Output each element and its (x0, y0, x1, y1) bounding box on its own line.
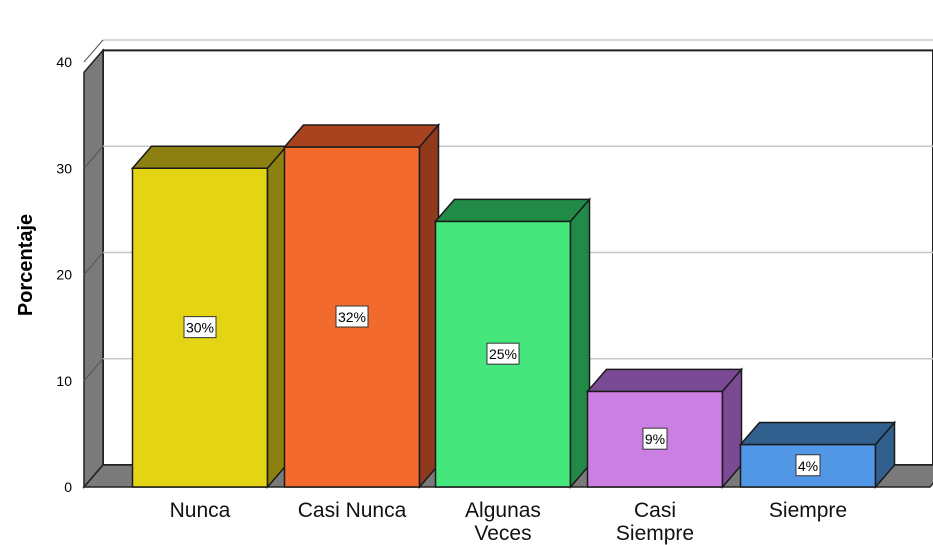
data-label-box (335, 305, 369, 328)
bar-top (585, 368, 744, 393)
data-label-2: 32% (335, 305, 369, 328)
gridline-side (83, 358, 104, 382)
data-label-3: 25% (486, 342, 520, 365)
y-tick-label: 20 (56, 267, 72, 283)
data-label-text: 32% (338, 309, 366, 325)
gridline-side (83, 145, 104, 169)
data-label-box (183, 316, 217, 339)
data-label-text: 9% (645, 431, 665, 447)
bar-side (569, 197, 591, 490)
y-tick-label: 30 (56, 160, 72, 176)
bar-top (130, 145, 289, 169)
x-category-label: Nunca (170, 499, 231, 522)
gridline-side (83, 252, 104, 275)
data-label-box (642, 427, 668, 450)
bar-top (433, 198, 592, 223)
x-category-label: Casi Nunca (298, 499, 407, 522)
y-tick-label: 10 (56, 373, 72, 389)
data-label-1: 30% (183, 316, 217, 339)
y-axis-title: Porcentaje (15, 214, 37, 316)
y-tick-label: 0 (64, 479, 72, 495)
chart-data-labels: 30% 32% 25% 9% 4% (183, 305, 821, 477)
data-label-box (795, 454, 821, 477)
x-category-label: Casi (634, 499, 676, 522)
bar-side (874, 420, 896, 490)
data-label-5: 4% (795, 454, 821, 477)
x-category-label: Veces (474, 522, 531, 545)
bar-top (738, 421, 897, 446)
x-axis-categories: Nunca Casi Nunca AlgunasVecesCasiSiempreSi… (170, 499, 847, 545)
bar-side (266, 144, 288, 490)
x-category-label: Algunas (465, 499, 541, 522)
bar-side (721, 367, 743, 490)
left-wall (83, 48, 104, 490)
y-tick-label: 40 (56, 54, 72, 70)
x-category-label: Siempre (616, 522, 694, 545)
gridline-side (83, 39, 104, 63)
data-label-text: 25% (489, 346, 517, 362)
data-label-text: 4% (798, 458, 818, 474)
bar-top (282, 124, 441, 148)
data-label-text: 30% (186, 320, 214, 336)
data-label-box (486, 342, 520, 365)
data-label-4: 9% (642, 427, 668, 450)
y-axis-ticks: 0 10 20 30 40 (56, 54, 72, 495)
x-category-label: Siempre (769, 499, 847, 522)
